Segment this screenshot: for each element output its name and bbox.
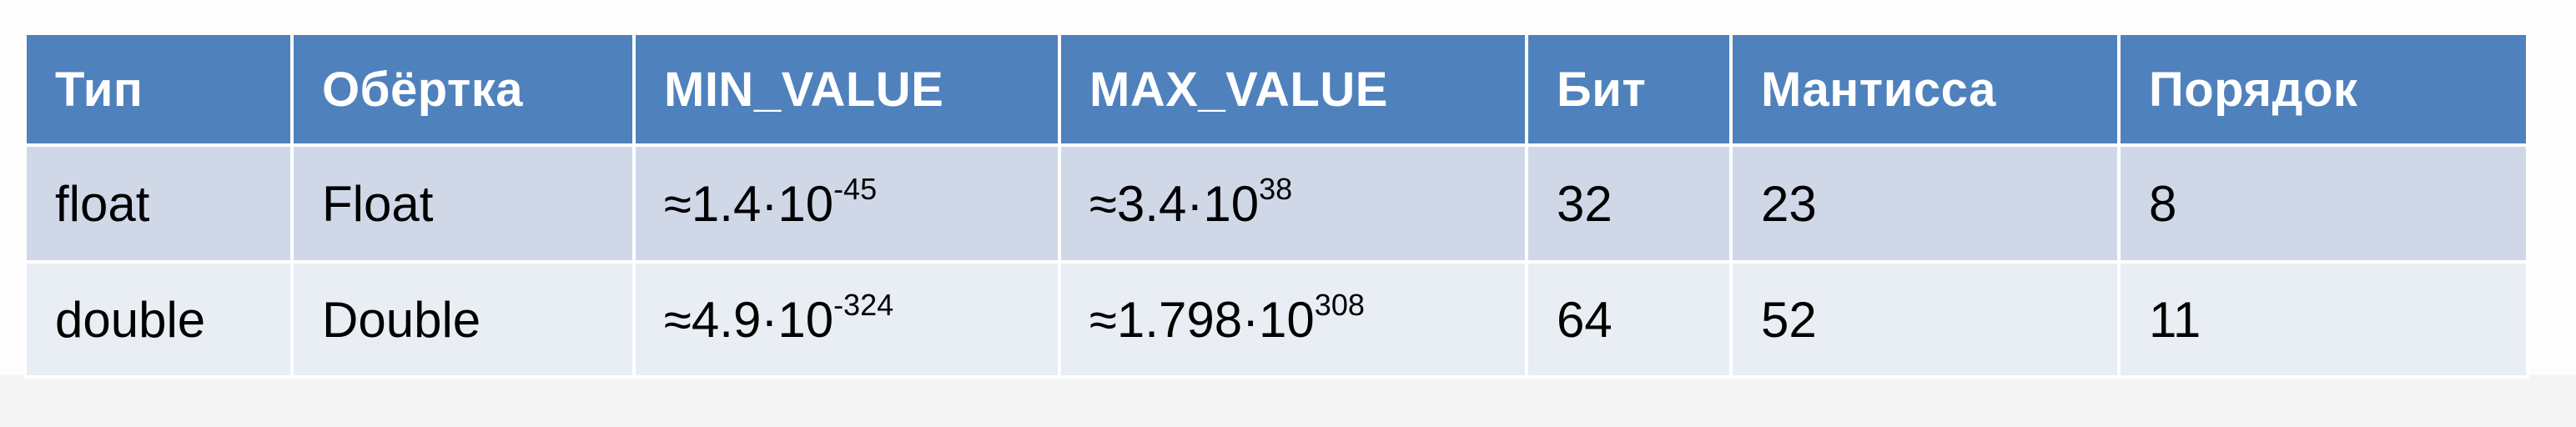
cell-type: double xyxy=(23,260,294,379)
cell-min-value: ≈4.9·10-324 xyxy=(632,260,1061,379)
cell-wrapper: Double xyxy=(290,260,636,379)
min-value-exponent: -324 xyxy=(833,287,894,322)
max-value-exponent: 38 xyxy=(1259,171,1293,206)
cell-wrapper: Float xyxy=(290,143,636,264)
cell-min-value: ≈1.4·10-45 xyxy=(632,143,1061,264)
table-row: float Float ≈1.4·10-45 ≈3.4·1038 32 23 8 xyxy=(23,143,2529,264)
min-value-base: ≈4.9·10 xyxy=(664,291,834,348)
cell-mantissa: 52 xyxy=(1729,260,2121,379)
max-value-exponent: 308 xyxy=(1314,287,1365,322)
cell-bits: 32 xyxy=(1525,143,1733,264)
min-value-exponent: -45 xyxy=(833,171,878,206)
cell-max-value: ≈1.798·10308 xyxy=(1058,260,1528,379)
min-value-base: ≈1.4·10 xyxy=(664,175,834,232)
header-exponent: Порядок xyxy=(2117,32,2529,147)
header-type: Тип xyxy=(23,32,294,147)
max-value-base: ≈3.4·10 xyxy=(1089,175,1260,232)
max-value-base: ≈1.798·10 xyxy=(1089,291,1315,348)
header-max-value: MAX_VALUE xyxy=(1058,32,1528,147)
cell-exponent: 11 xyxy=(2117,260,2529,379)
header-wrapper: Обёртка xyxy=(290,32,636,147)
slide-bottom-area xyxy=(0,375,2576,427)
cell-type: float xyxy=(23,143,294,264)
table-row: double Double ≈4.9·10-324 ≈1.798·10308 6… xyxy=(23,260,2529,379)
header-mantissa: Мантисса xyxy=(1729,32,2121,147)
numeric-types-table: Тип Обёртка MIN_VALUE MAX_VALUE Бит Мант… xyxy=(23,32,2529,379)
cell-bits: 64 xyxy=(1525,260,1733,379)
header-bits: Бит xyxy=(1525,32,1733,147)
header-min-value: MIN_VALUE xyxy=(632,32,1061,147)
cell-exponent: 8 xyxy=(2117,143,2529,264)
cell-mantissa: 23 xyxy=(1729,143,2121,264)
cell-max-value: ≈3.4·1038 xyxy=(1058,143,1528,264)
table-header-row: Тип Обёртка MIN_VALUE MAX_VALUE Бит Мант… xyxy=(23,32,2529,147)
